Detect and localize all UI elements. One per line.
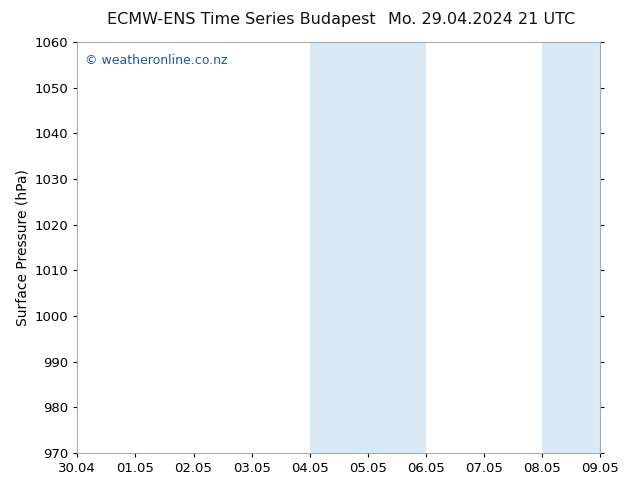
Y-axis label: Surface Pressure (hPa): Surface Pressure (hPa) — [15, 169, 29, 326]
Bar — [309, 42, 426, 453]
Text: Mo. 29.04.2024 21 UTC: Mo. 29.04.2024 21 UTC — [388, 12, 576, 27]
Bar — [542, 42, 600, 453]
Text: ECMW-ENS Time Series Budapest: ECMW-ENS Time Series Budapest — [107, 12, 375, 27]
Text: © weatheronline.co.nz: © weatheronline.co.nz — [85, 54, 228, 68]
